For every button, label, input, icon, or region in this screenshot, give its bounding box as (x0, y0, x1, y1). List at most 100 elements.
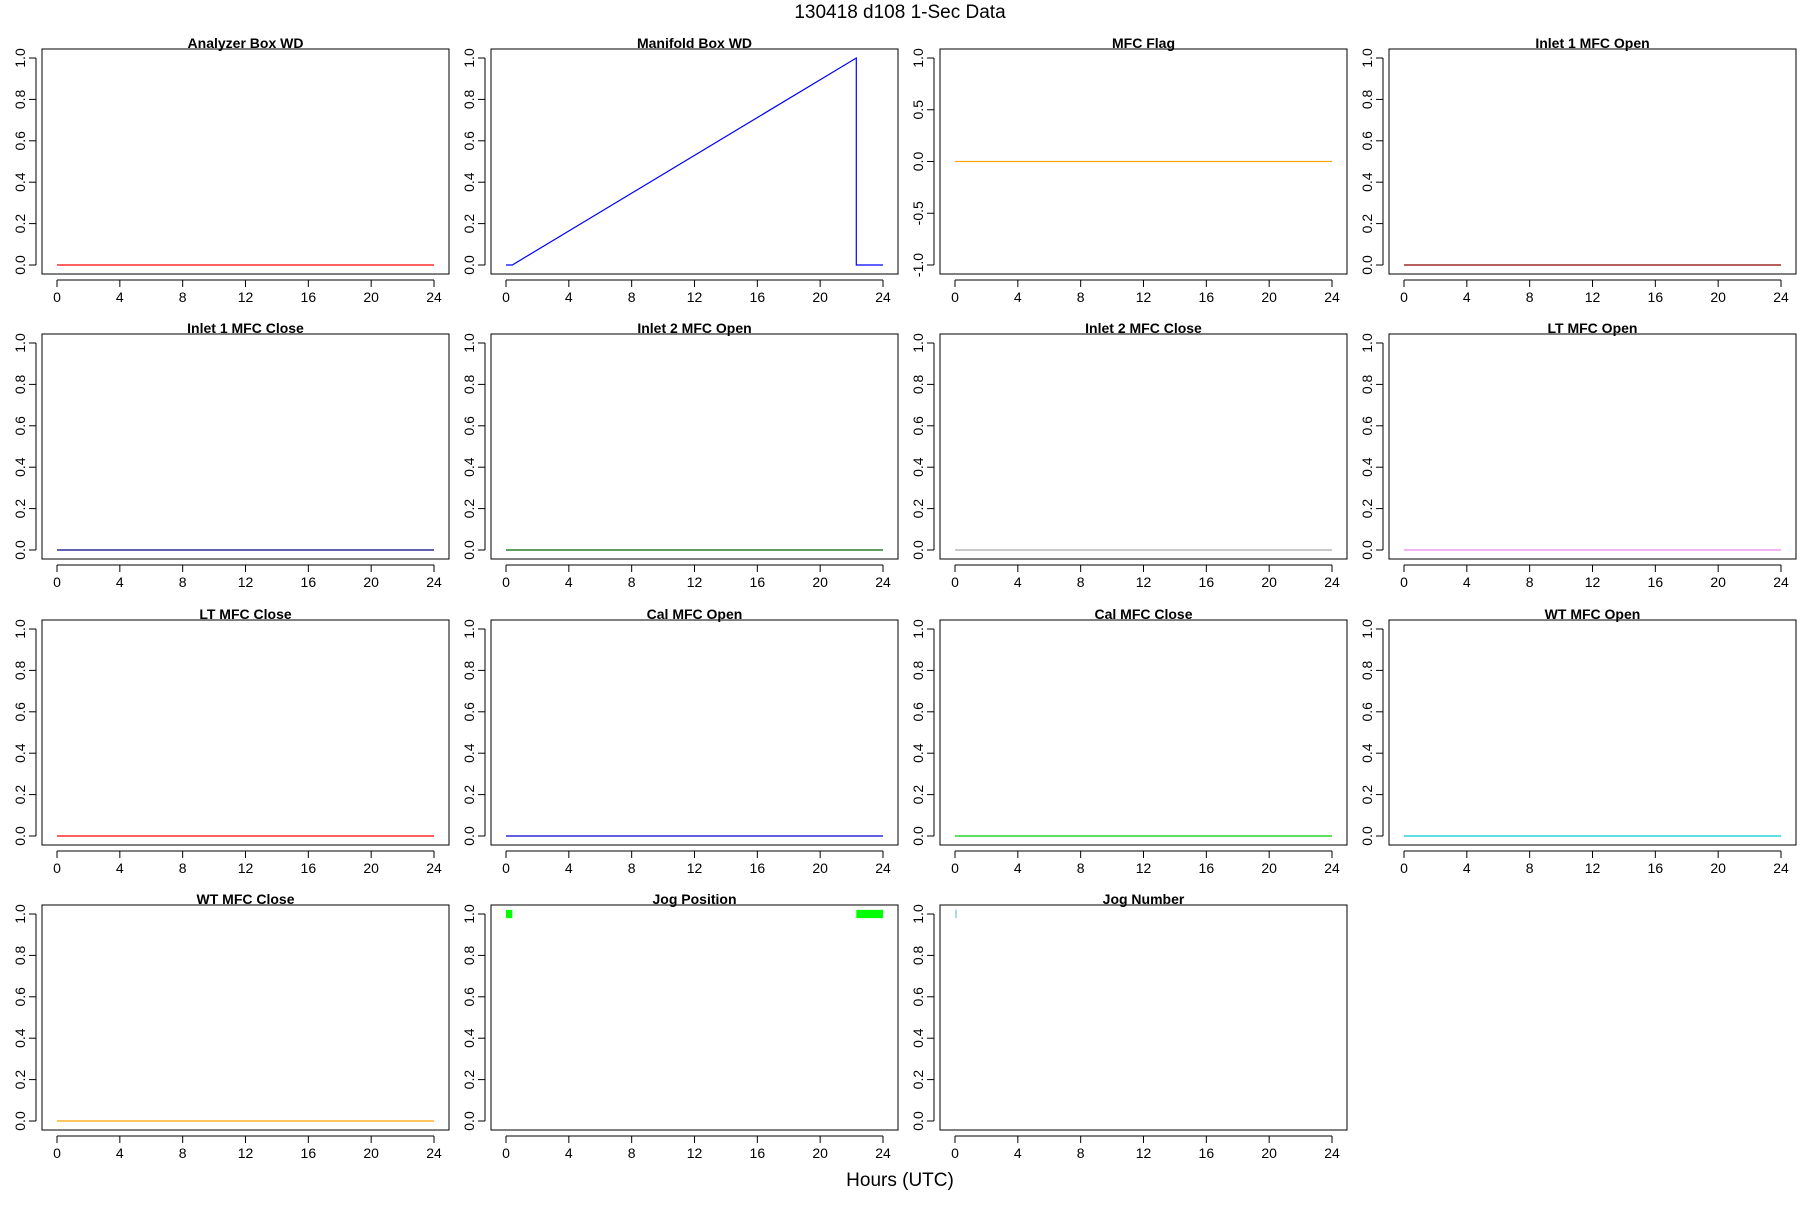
x-tick-label: 12 (687, 574, 703, 590)
x-tick-label: 12 (238, 1145, 254, 1161)
x-tick-label: 20 (1710, 574, 1726, 590)
y-tick-label: 0.8 (12, 660, 28, 680)
panel-title: Inlet 2 MFC Open (637, 320, 751, 336)
y-tick-label: 1.0 (461, 48, 477, 68)
y-tick-label: 1.0 (1359, 48, 1375, 68)
x-tick-label: 20 (363, 1145, 379, 1161)
x-tick-label: 0 (53, 289, 61, 305)
y-tick-label: 0.0 (1359, 826, 1375, 846)
x-tick-label: 12 (687, 1145, 703, 1161)
x-tick-label: 16 (750, 1145, 766, 1161)
x-tick-label: 4 (116, 1145, 124, 1161)
panel-title: LT MFC Close (199, 606, 292, 622)
x-tick-label: 12 (1136, 289, 1152, 305)
y-tick-label: 1.0 (12, 333, 28, 353)
x-tick-label: 16 (301, 289, 317, 305)
panel-6: Inlet 2 MFC Open 0 4 8 12 16 20 24 0.0 0.2 0.4 0.6 0… (461, 320, 899, 590)
y-tick-label: 0.2 (461, 499, 477, 519)
y-tick-label: 0.4 (910, 743, 926, 763)
x-tick-label: 4 (565, 289, 573, 305)
y-tick-label: -0.5 (910, 201, 926, 225)
y-tick-label: 1.0 (12, 619, 28, 639)
y-tick-label: 0.6 (1359, 416, 1375, 436)
x-tick-label: 12 (238, 860, 254, 876)
y-tick-label: 0.8 (12, 374, 28, 394)
y-tick-label: 0.2 (461, 785, 477, 805)
x-tick-label: 0 (1400, 574, 1408, 590)
y-tick-label: 0.0 (910, 826, 926, 846)
x-tick-label: 8 (1526, 574, 1534, 590)
y-tick-label: 1.0 (12, 904, 28, 924)
panel-title: MFC Flag (1112, 35, 1175, 51)
y-tick-label: 0.0 (461, 826, 477, 846)
panel-7: Inlet 2 MFC Close 0 4 8 12 16 20 24 0.0 0.2 0.4 0.6… (910, 320, 1348, 590)
y-tick-label: 0.4 (461, 743, 477, 763)
y-tick-label: 0.6 (12, 987, 28, 1007)
x-tick-label: 24 (875, 289, 891, 305)
x-tick-label: 4 (1463, 289, 1471, 305)
y-tick-label: 0.4 (12, 1028, 28, 1048)
panel-8: LT MFC Open 0 4 8 12 16 20 24 0.0 0.2 0.4 0.6 0.8 1.0 (1359, 320, 1797, 590)
x-tick-label: 12 (238, 574, 254, 590)
y-tick-label: 0.0 (12, 1111, 28, 1131)
y-tick-label: 0.0 (910, 1111, 926, 1131)
y-tick-label: 1.0 (910, 619, 926, 639)
x-tick-label: 4 (1014, 289, 1022, 305)
panel-15: Jog Number 0 4 8 12 16 20 24 0.0 0.2 0.4 0.6 0.8 1.0 (910, 891, 1348, 1161)
x-tick-label: 0 (1400, 289, 1408, 305)
panel-1: Analyzer Box WD 0 4 8 12 16 20 24 0.0 0.2 0.4 0.6 0.… (12, 35, 450, 305)
y-tick-label: 0.4 (1359, 172, 1375, 192)
x-tick-label: 12 (1136, 574, 1152, 590)
x-tick-label: 4 (116, 574, 124, 590)
y-tick-label: 0.6 (12, 702, 28, 722)
panel-title: Jog Number (1103, 891, 1185, 907)
panel-frame (939, 904, 1348, 1131)
x-tick-label: 12 (238, 289, 254, 305)
y-tick-label: 1.0 (12, 48, 28, 68)
panel-frame (41, 333, 450, 560)
x-tick-label: 12 (1585, 574, 1601, 590)
y-tick-label: 0.8 (12, 89, 28, 109)
y-tick-label: 0.6 (910, 987, 926, 1007)
x-tick-label: 8 (1077, 574, 1085, 590)
y-tick-label: 0.2 (910, 1070, 926, 1090)
x-tick-label: 4 (1014, 860, 1022, 876)
x-tick-label: 8 (628, 574, 636, 590)
x-tick-label: 4 (116, 860, 124, 876)
y-tick-label: 0.4 (461, 172, 477, 192)
panel-frame (490, 619, 899, 846)
x-tick-label: 24 (875, 1145, 891, 1161)
y-tick-label: 1.0 (910, 48, 926, 68)
panel-11: Cal MFC Close 0 4 8 12 16 20 24 0.0 0.2 0.4 0.6 0.8 1… (910, 606, 1348, 876)
y-tick-label: 0.0 (461, 1111, 477, 1131)
panel-3: MFC Flag 0 4 8 12 16 20 24 -1.0 -0.5 0.0 0.5 1.0 (910, 35, 1348, 305)
y-tick-label: 1.0 (1359, 333, 1375, 353)
x-tick-label: 24 (426, 1145, 442, 1161)
x-tick-label: 20 (363, 574, 379, 590)
x-tick-label: 20 (812, 289, 828, 305)
x-tick-label: 20 (812, 574, 828, 590)
x-tick-label: 12 (1136, 860, 1152, 876)
y-tick-label: 0.6 (910, 416, 926, 436)
y-tick-label: 1.0 (1359, 619, 1375, 639)
x-tick-label: 0 (53, 1145, 61, 1161)
y-tick-label: 0.2 (461, 1070, 477, 1090)
y-tick-label: 0.8 (461, 660, 477, 680)
y-tick-label: 0.2 (1359, 785, 1375, 805)
x-tick-label: 0 (1400, 860, 1408, 876)
x-tick-label: 8 (1526, 289, 1534, 305)
data-segment (955, 909, 957, 919)
x-tick-label: 8 (179, 860, 187, 876)
data-segment (856, 909, 883, 919)
x-tick-label: 16 (301, 574, 317, 590)
y-tick-label: 0.8 (910, 945, 926, 965)
x-tick-label: 16 (750, 289, 766, 305)
x-tick-label: 8 (1526, 860, 1534, 876)
x-tick-label: 24 (426, 574, 442, 590)
x-tick-label: 16 (301, 1145, 317, 1161)
panel-title: Analyzer Box WD (188, 35, 304, 51)
x-tick-label: 0 (502, 1145, 510, 1161)
y-tick-label: 0.6 (12, 131, 28, 151)
y-tick-label: 0.8 (910, 374, 926, 394)
